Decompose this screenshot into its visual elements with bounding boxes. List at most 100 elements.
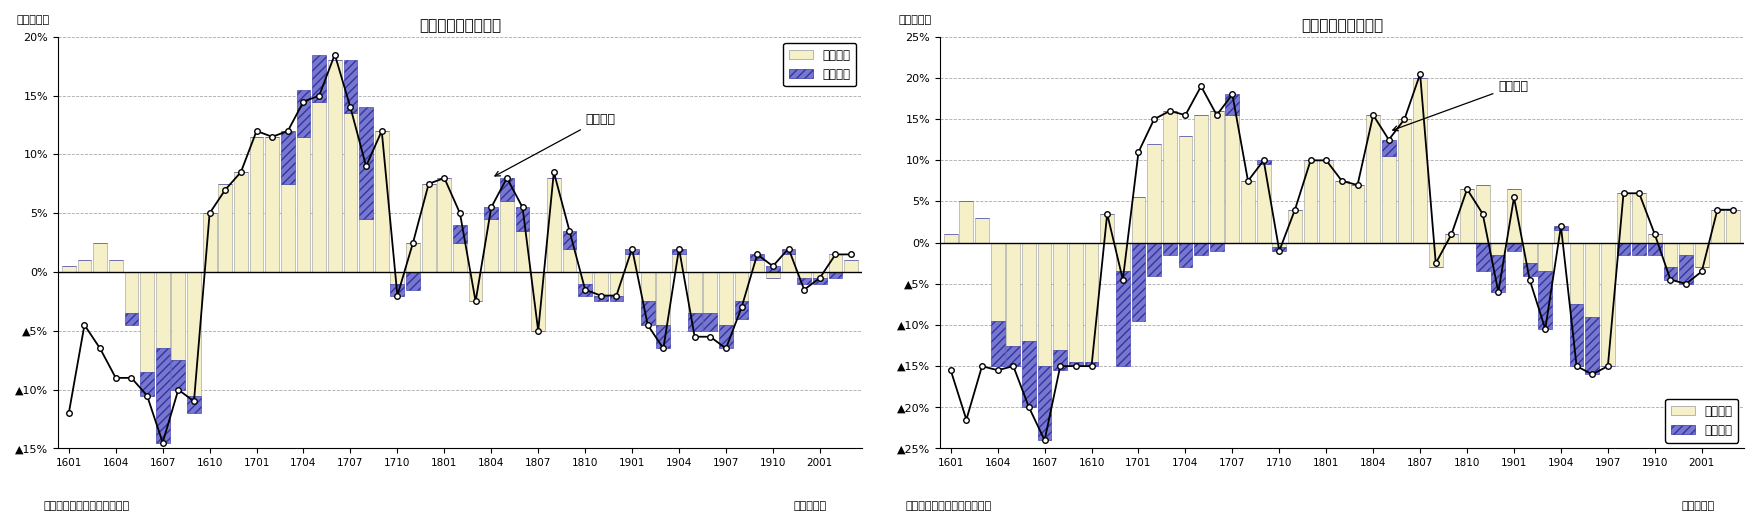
Bar bbox=[765, 266, 779, 272]
Bar bbox=[141, 272, 155, 372]
Bar bbox=[704, 313, 718, 331]
Bar bbox=[656, 272, 670, 325]
Bar bbox=[595, 296, 607, 301]
Bar bbox=[1585, 317, 1599, 374]
Bar bbox=[454, 225, 466, 243]
Bar bbox=[125, 313, 139, 325]
Bar bbox=[1256, 160, 1270, 164]
Bar bbox=[1664, 267, 1678, 280]
Bar bbox=[313, 54, 325, 102]
Bar bbox=[343, 60, 357, 113]
Bar bbox=[1460, 189, 1474, 243]
Bar bbox=[1553, 230, 1567, 243]
Bar bbox=[610, 296, 623, 301]
Bar bbox=[959, 201, 973, 243]
Bar bbox=[610, 272, 623, 296]
Bar bbox=[406, 272, 420, 290]
Bar bbox=[765, 272, 779, 278]
Bar bbox=[640, 301, 654, 325]
Bar bbox=[563, 231, 577, 249]
Bar bbox=[250, 137, 264, 272]
Bar bbox=[1523, 263, 1537, 276]
Bar bbox=[1492, 255, 1506, 292]
Bar bbox=[1632, 193, 1646, 243]
Bar bbox=[500, 178, 514, 201]
Bar bbox=[781, 254, 795, 272]
Bar bbox=[1115, 271, 1129, 366]
Bar bbox=[531, 272, 545, 331]
Bar bbox=[1272, 243, 1286, 247]
Bar bbox=[990, 321, 1004, 366]
Bar bbox=[484, 207, 498, 219]
Bar bbox=[171, 360, 185, 390]
Bar bbox=[438, 178, 452, 272]
Bar bbox=[1226, 95, 1240, 115]
Bar bbox=[1428, 243, 1442, 267]
Bar bbox=[77, 260, 91, 272]
Bar bbox=[579, 272, 593, 284]
Bar bbox=[157, 348, 169, 443]
Bar bbox=[1680, 255, 1692, 284]
Bar bbox=[281, 131, 296, 184]
Bar bbox=[218, 184, 232, 272]
Bar bbox=[735, 272, 749, 301]
Bar bbox=[1022, 341, 1036, 407]
Bar bbox=[974, 218, 989, 243]
Bar bbox=[390, 284, 405, 296]
Bar bbox=[640, 272, 654, 301]
Bar bbox=[202, 213, 216, 272]
Title: 輸出金額の要因分解: 輸出金額の要因分解 bbox=[419, 18, 501, 33]
Bar bbox=[1006, 243, 1020, 345]
Bar bbox=[1569, 304, 1583, 366]
Bar bbox=[1476, 185, 1490, 243]
Bar bbox=[93, 243, 107, 272]
Bar bbox=[186, 272, 201, 395]
Bar bbox=[1179, 136, 1193, 243]
Bar bbox=[547, 178, 561, 272]
Text: （前年比）: （前年比） bbox=[899, 14, 932, 25]
Bar bbox=[515, 207, 529, 231]
Bar bbox=[1038, 366, 1052, 440]
Text: 輸入金額: 輸入金額 bbox=[1393, 80, 1529, 131]
Bar bbox=[186, 395, 201, 413]
Bar bbox=[454, 243, 466, 272]
Bar bbox=[1696, 243, 1708, 267]
Bar bbox=[1680, 243, 1692, 255]
Bar bbox=[62, 266, 76, 272]
Bar bbox=[945, 234, 957, 243]
Bar bbox=[1319, 160, 1333, 243]
Bar bbox=[1351, 185, 1365, 243]
Bar bbox=[1131, 243, 1145, 321]
Bar bbox=[375, 131, 389, 272]
Bar bbox=[266, 137, 280, 272]
Bar bbox=[751, 260, 763, 272]
Bar bbox=[171, 272, 185, 360]
Bar bbox=[406, 243, 420, 272]
Bar bbox=[1412, 78, 1427, 243]
Bar bbox=[1507, 189, 1522, 243]
Bar bbox=[1242, 181, 1254, 243]
Bar bbox=[141, 372, 155, 395]
Bar bbox=[1507, 243, 1522, 251]
Bar bbox=[624, 254, 639, 272]
Bar bbox=[1367, 115, 1381, 243]
Bar bbox=[1303, 160, 1317, 243]
Bar bbox=[125, 272, 139, 313]
Bar bbox=[1163, 243, 1177, 255]
Bar bbox=[781, 249, 795, 254]
Bar bbox=[797, 272, 811, 278]
Bar bbox=[688, 272, 702, 313]
Bar bbox=[1726, 210, 1740, 243]
Bar bbox=[1131, 197, 1145, 243]
Text: （資料）財務省「貿易統計」: （資料）財務省「貿易統計」 bbox=[44, 502, 130, 511]
Bar bbox=[1272, 247, 1286, 251]
Bar bbox=[1288, 210, 1302, 243]
Bar bbox=[109, 260, 123, 272]
Bar bbox=[828, 254, 843, 272]
Bar bbox=[515, 231, 529, 272]
Bar bbox=[1194, 115, 1208, 243]
Bar bbox=[1226, 115, 1240, 243]
Bar bbox=[1147, 243, 1161, 276]
Bar bbox=[1398, 119, 1411, 243]
Bar bbox=[1539, 271, 1551, 329]
